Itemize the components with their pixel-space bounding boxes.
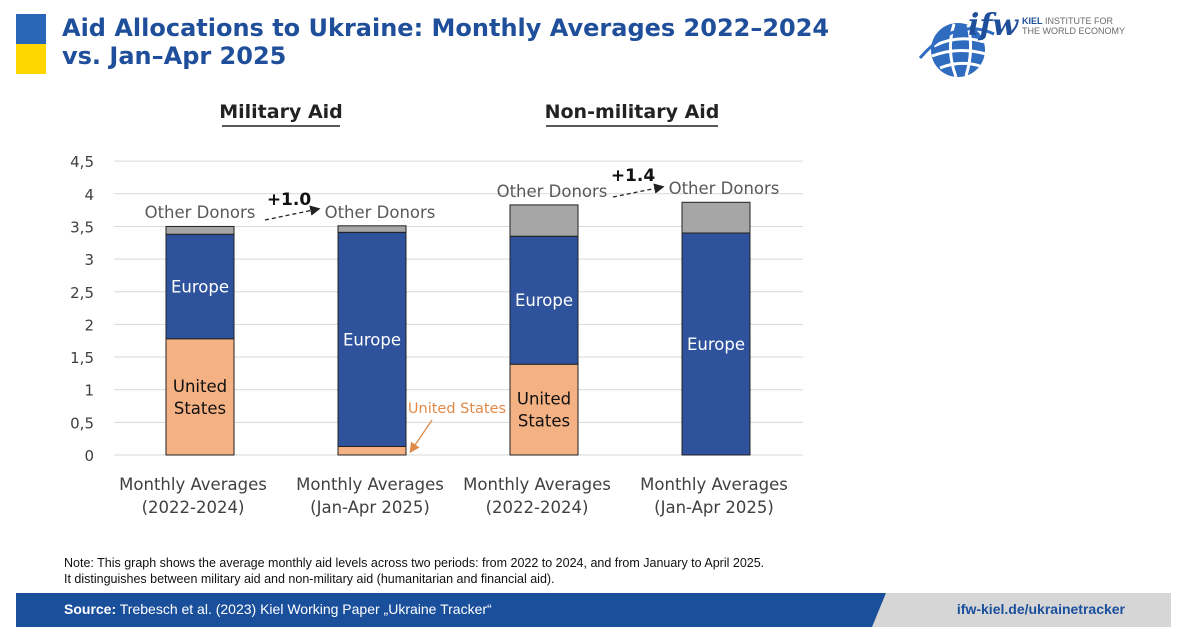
bar-segment (165, 233, 235, 340)
x-category-label: Monthly Averages (296, 475, 444, 494)
logo-text: KIEL INSTITUTE FOR THE WORLD ECONOMY (1022, 16, 1125, 36)
other-donors-label: Other Donors (145, 203, 256, 222)
logo-text-bold: KIEL (1022, 16, 1043, 26)
x-category-label: Monthly Averages (119, 475, 267, 494)
y-tick-label: 1,5 (70, 349, 94, 367)
change-annotation: +1.0 (267, 190, 312, 210)
us-callout-arrow (409, 419, 433, 454)
footer-blue-band (16, 593, 886, 627)
other-donors-label: Other Donors (669, 179, 780, 198)
y-tick-label: 2 (84, 316, 94, 334)
title-line-1: Aid Allocations to Ukraine: Monthly Aver… (62, 14, 830, 42)
note-line-2: It distinguishes between military aid an… (64, 572, 555, 586)
source-label: Source: (64, 601, 117, 617)
bar-segment (509, 363, 579, 456)
bar-segment (165, 338, 235, 456)
bar-segment-label: States (518, 412, 570, 431)
logo-text-rest: INSTITUTE FOR (1042, 16, 1114, 26)
bar-segment-label: United (173, 377, 227, 396)
title-line-2: vs. Jan–Apr 2025 (62, 42, 287, 70)
globe-icon (918, 23, 995, 78)
change-annotation: +1.4 (611, 166, 656, 186)
tracker-link[interactable]: ifw-kiel.de/ukrainetracker (956, 601, 1125, 617)
y-tick-label: 0,5 (70, 414, 94, 432)
bar-segment (509, 235, 579, 365)
bar-segment (165, 225, 235, 235)
x-category-label: (Jan-Apr 2025) (654, 498, 774, 517)
footer-bar: Source: Trebesch et al. (2023) Kiel Work… (16, 593, 1171, 627)
change-arrow (612, 183, 665, 198)
page-title: Aid Allocations to Ukraine: Monthly Aver… (62, 14, 829, 70)
y-tick-label: 2,5 (70, 284, 94, 302)
source-citation: Source: Trebesch et al. (2023) Kiel Work… (64, 601, 492, 617)
source-text: Trebesch et al. (2023) Kiel Working Pape… (116, 601, 492, 617)
bar-segment (509, 204, 579, 237)
logo-text-line2: THE WORLD ECONOMY (1022, 26, 1126, 36)
logo-mark: ifw (968, 8, 1019, 43)
bar-segment-label: United (517, 390, 571, 409)
bar-segment (337, 231, 407, 448)
bar-segment-label: Europe (171, 278, 229, 297)
y-tick-label: 0 (84, 447, 94, 465)
note-line-1: Note: This graph shows the average month… (64, 556, 765, 570)
flag-blue-stripe (16, 14, 46, 44)
group-title: Military Aid (219, 101, 343, 123)
bar-segment-label: Europe (515, 291, 573, 310)
bar-segment-label: Europe (343, 330, 401, 349)
x-category-label: (Jan-Apr 2025) (310, 498, 430, 517)
y-tick-label: 3 (84, 251, 94, 269)
other-donors-label: Other Donors (325, 203, 436, 222)
bar-segment (337, 225, 407, 233)
flag-yellow-stripe (16, 44, 46, 74)
bar-segment-label: Europe (687, 335, 745, 354)
y-tick-label: 4 (84, 186, 94, 204)
bar-segment (681, 201, 751, 234)
change-arrow (264, 205, 321, 221)
y-tick-label: 1 (84, 382, 94, 400)
ifw-logo: ifw KIEL INSTITUTE FOR THE WORLD ECONOMY (916, 6, 1136, 82)
bar-segment-label: States (174, 399, 226, 418)
stacked-bar-chart: 0 0,5 1 1,5 2 2,5 3 3,5 4 4,5 Military Aid Non-mili… (70, 101, 803, 517)
x-category-label: Monthly Averages (640, 475, 788, 494)
bar-segment (337, 446, 407, 456)
footer-grey-band (872, 593, 1171, 627)
group-title: Non-military Aid (545, 101, 720, 123)
x-category-label: (2022-2024) (486, 498, 589, 517)
y-tick-label: 3,5 (70, 218, 94, 236)
x-category-label: Monthly Averages (463, 475, 611, 494)
chart-note: Note: This graph shows the average month… (64, 555, 764, 587)
x-category-label: (2022-2024) (142, 498, 245, 517)
y-tick-label: 4,5 (70, 153, 94, 171)
us-callout-label: United States (408, 401, 506, 417)
other-donors-label: Other Donors (497, 182, 608, 201)
